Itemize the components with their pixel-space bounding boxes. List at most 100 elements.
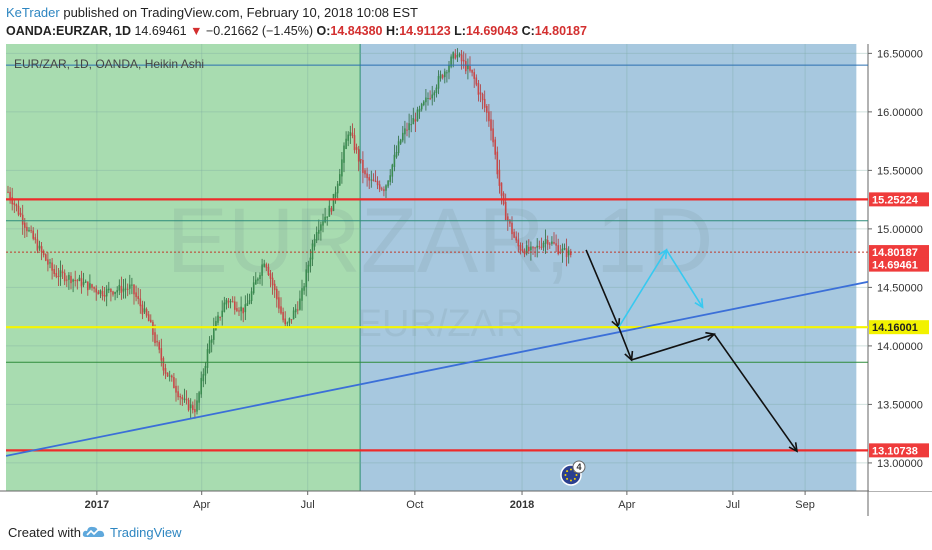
candle-body: [410, 124, 412, 126]
candle-body: [427, 97, 429, 99]
candle-body: [11, 197, 13, 205]
candle-body: [192, 405, 194, 411]
candle-body: [536, 245, 538, 248]
forecast-paths[interactable]: [585, 248, 798, 453]
candle-body: [126, 288, 129, 290]
time-axis[interactable]: 2017 Apr Jul Oct 2018 Apr Jul Sep: [85, 491, 815, 511]
candle-body: [181, 397, 184, 400]
candle-body: [135, 292, 137, 298]
low-label: L:: [454, 24, 466, 38]
arrowhead: [624, 350, 634, 362]
candle-body: [364, 170, 366, 175]
candle-body: [120, 286, 123, 293]
open-label: O:: [316, 24, 331, 38]
candle-body: [383, 189, 385, 192]
candle-body: [156, 340, 158, 343]
candle-body: [542, 242, 545, 248]
open-value: 14.84380: [330, 24, 383, 38]
candle-body: [179, 395, 181, 398]
candle-body: [168, 375, 171, 377]
candle-body: [154, 332, 156, 343]
candle-body: [528, 246, 530, 252]
candle-body: [290, 319, 293, 321]
candle-body: [412, 118, 415, 125]
candle-body: [36, 239, 39, 251]
candle-body: [458, 54, 461, 56]
candle-body: [469, 66, 471, 71]
candle-body: [551, 241, 553, 244]
arrowhead: [788, 442, 798, 453]
candle-body: [257, 278, 259, 281]
series-legend: EUR/ZAR, 1D, OANDA, Heikin Ashi: [14, 57, 204, 71]
candle-body: [84, 281, 87, 283]
candle-body: [385, 185, 387, 191]
candle-body: [420, 103, 423, 110]
candle-body: [112, 291, 114, 295]
candle-body: [166, 372, 169, 377]
candle-body: [343, 145, 345, 163]
candle-body: [255, 279, 257, 285]
event-badge[interactable]: 4: [560, 460, 586, 486]
candle-body: [389, 175, 391, 182]
close-value: 14.80187: [534, 24, 587, 38]
candle-body: [38, 245, 41, 249]
candle-body: [366, 173, 368, 179]
candle-body: [122, 288, 125, 292]
candle-body: [234, 301, 236, 310]
candle-body: [332, 193, 335, 211]
price-tick-label: 14.50000: [877, 282, 923, 294]
tradingview-link[interactable]: TradingView: [110, 525, 182, 540]
candle-body: [486, 105, 488, 113]
candle-body: [213, 327, 215, 340]
candle-body: [429, 98, 431, 100]
time-tick-label: Jul: [301, 499, 315, 511]
candle-body: [82, 282, 85, 285]
candle-body: [513, 231, 515, 238]
candle-body: [32, 230, 34, 239]
candle-body: [347, 134, 349, 141]
candle-body: [397, 141, 400, 154]
trendline-layer[interactable]: [6, 270, 927, 457]
price-tick-label: 16.50000: [877, 48, 923, 60]
candle-body: [131, 284, 133, 286]
candle-body: [425, 97, 427, 103]
candle-body: [147, 314, 150, 322]
candle-body: [334, 192, 337, 198]
candle-body: [418, 108, 421, 112]
candle-body: [13, 202, 16, 205]
candle-body: [318, 229, 320, 234]
footer: Created with TradingView: [0, 516, 932, 550]
candle-body: [164, 368, 167, 374]
candle-body: [70, 275, 72, 284]
candle-body: [546, 239, 549, 245]
candle-body: [267, 266, 270, 275]
price-axis[interactable]: 13.00000 13.50000 14.00000 14.50000 15.00000…: [868, 44, 932, 491]
price-tick-label: 13.00000: [877, 458, 923, 470]
candle-body: [137, 296, 139, 299]
price-chart[interactable]: EURZAR, 1D EUR/ZAR EUR/ZAR, 1D, OANDA, H…: [0, 44, 932, 516]
candle-body: [294, 308, 297, 313]
candle-body: [152, 321, 154, 335]
watermark-symbol: EURZAR, 1D: [167, 190, 714, 292]
candle-body: [162, 358, 165, 371]
arrowhead: [694, 298, 704, 309]
candle-body: [273, 283, 276, 291]
candle-body: [91, 284, 93, 288]
candle-body: [215, 321, 217, 330]
candle-body: [19, 212, 22, 216]
candle-body: [177, 391, 179, 398]
candle-body: [105, 288, 108, 297]
candle-body: [538, 246, 541, 248]
candle-body: [246, 303, 249, 306]
price-tick-label: 15.00000: [877, 224, 923, 236]
candle-body: [530, 246, 532, 251]
candle-body: [194, 409, 196, 413]
author-link[interactable]: KeTrader: [6, 5, 60, 20]
candle-body: [326, 216, 328, 218]
price-label-text: 13.10738: [872, 445, 918, 457]
candle-body: [299, 298, 301, 310]
candle-body: [116, 290, 118, 293]
candle-body: [53, 269, 55, 274]
grid-lines: [6, 44, 868, 491]
candle-body: [557, 245, 559, 254]
